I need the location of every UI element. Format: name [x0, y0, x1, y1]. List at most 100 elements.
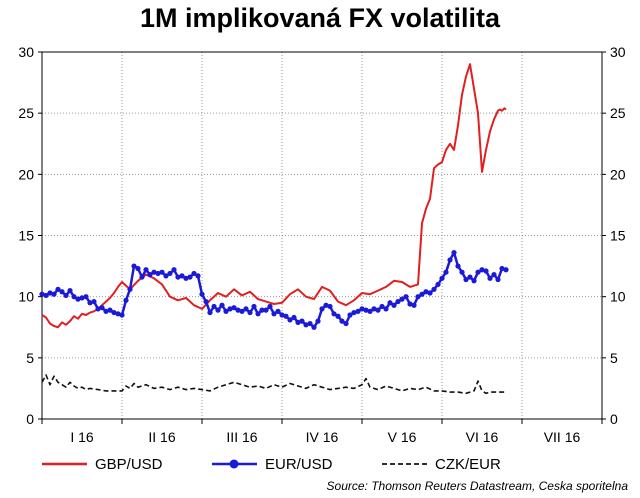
- x-axis: I 16 II 16 III 16 IV 16 V 16 VI 16 VII 16: [41, 419, 603, 445]
- y-tick-label-right: 25: [610, 105, 626, 121]
- data-point-eur-usd: [55, 286, 61, 292]
- data-point-eur-usd: [375, 307, 381, 313]
- legend-label-czk-eur: CZK/EUR: [435, 456, 501, 473]
- data-point-eur-usd: [479, 267, 485, 273]
- data-point-eur-usd: [135, 265, 141, 272]
- data-point-eur-usd: [255, 311, 261, 317]
- x-tick-label: VI 16: [466, 429, 499, 445]
- data-point-eur-usd: [163, 273, 169, 279]
- data-point-eur-usd: [423, 289, 429, 295]
- data-point-eur-usd: [167, 270, 173, 277]
- legend-marker: [229, 459, 239, 469]
- data-point-eur-usd: [79, 295, 85, 301]
- data-point-eur-usd: [139, 274, 145, 280]
- y-tick-label-right: 10: [610, 289, 626, 305]
- y-tick-label: 20: [18, 166, 34, 182]
- data-point-eur-usd: [59, 289, 65, 295]
- data-point-eur-usd: [119, 312, 125, 318]
- y-tick-label: 10: [18, 289, 34, 305]
- data-point-eur-usd: [419, 291, 425, 297]
- data-point-eur-usd: [87, 300, 93, 306]
- data-point-eur-usd: [207, 309, 213, 316]
- data-point-eur-usd: [91, 298, 97, 305]
- y-tick-label: 15: [18, 228, 34, 244]
- data-point-eur-usd: [355, 308, 361, 314]
- data-point-eur-usd: [351, 309, 357, 316]
- y-axis-left: 0 5 10 15 20 25 30: [18, 44, 42, 427]
- data-point-eur-usd: [115, 311, 121, 317]
- data-point-eur-usd: [503, 267, 509, 273]
- data-point-eur-usd: [47, 290, 53, 296]
- data-point-eur-usd: [399, 296, 405, 302]
- y-tick-label: 25: [18, 105, 34, 121]
- data-point-eur-usd: [127, 286, 133, 292]
- data-point-eur-usd: [95, 306, 101, 312]
- x-tick-label: V 16: [388, 429, 417, 445]
- data-point-eur-usd: [347, 312, 353, 318]
- data-point-eur-usd: [367, 308, 373, 314]
- data-point-eur-usd: [475, 269, 481, 275]
- data-point-eur-usd: [175, 274, 181, 280]
- data-point-eur-usd: [267, 303, 273, 310]
- data-point-eur-usd: [39, 291, 45, 297]
- data-point-eur-usd: [435, 281, 441, 288]
- data-point-eur-usd: [319, 306, 325, 312]
- data-point-eur-usd: [123, 297, 129, 303]
- y-tick-label: 5: [26, 350, 34, 366]
- data-point-eur-usd: [83, 294, 89, 300]
- y-axis-right: 0 5 10 15 20 25 30: [602, 44, 626, 427]
- x-tick-label: II 16: [148, 429, 175, 445]
- data-point-eur-usd: [343, 320, 349, 327]
- x-tick-label: III 16: [226, 429, 257, 445]
- data-point-eur-usd: [191, 270, 197, 277]
- data-point-eur-usd: [239, 308, 245, 314]
- data-point-eur-usd: [295, 319, 301, 325]
- data-point-eur-usd: [403, 294, 409, 300]
- data-point-eur-usd: [395, 298, 401, 305]
- data-point-eur-usd: [231, 305, 237, 311]
- data-point-eur-usd: [391, 302, 397, 308]
- data-point-eur-usd: [99, 305, 105, 311]
- data-point-eur-usd: [143, 267, 149, 273]
- data-point-eur-usd: [455, 263, 461, 269]
- data-point-eur-usd: [411, 302, 417, 308]
- data-point-eur-usd: [195, 273, 201, 279]
- data-point-eur-usd: [75, 296, 81, 302]
- grid-lines: [42, 52, 602, 419]
- data-point-eur-usd: [131, 263, 137, 269]
- data-point-eur-usd: [107, 307, 113, 313]
- data-point-eur-usd: [271, 311, 277, 317]
- data-point-eur-usd: [171, 267, 177, 273]
- data-point-eur-usd: [359, 306, 365, 312]
- chart-title: 1M implikovaná FX volatilita: [140, 3, 501, 33]
- data-point-eur-usd: [283, 313, 289, 319]
- data-point-eur-usd: [379, 303, 385, 310]
- data-point-eur-usd: [67, 287, 73, 294]
- data-point-eur-usd: [459, 269, 465, 275]
- y-tick-label-right: 5: [610, 350, 618, 366]
- data-point-eur-usd: [147, 272, 153, 278]
- data-point-eur-usd: [263, 307, 269, 313]
- data-point-eur-usd: [155, 270, 161, 277]
- data-point-eur-usd: [463, 276, 469, 283]
- data-point-eur-usd: [303, 322, 309, 328]
- y-tick-label-right: 0: [610, 411, 618, 427]
- data-point-eur-usd: [467, 274, 473, 280]
- series-line-czk-eur: [41, 374, 506, 395]
- x-tick-label: I 16: [70, 429, 94, 445]
- data-point-eur-usd: [331, 311, 337, 317]
- data-point-eur-usd: [219, 302, 225, 308]
- data-point-eur-usd: [311, 324, 317, 330]
- data-point-eur-usd: [287, 317, 293, 323]
- data-point-eur-usd: [499, 265, 505, 272]
- y-tick-label-right: 30: [610, 44, 626, 60]
- data-point-eur-usd: [383, 306, 389, 312]
- data-point-eur-usd: [327, 303, 333, 310]
- data-point-eur-usd: [259, 307, 265, 313]
- data-point-eur-usd: [431, 286, 437, 292]
- source-note: Source: Thomson Reuters Datastream, Cesk…: [327, 479, 629, 493]
- data-point-eur-usd: [151, 269, 157, 275]
- data-point-eur-usd: [471, 278, 477, 284]
- data-point-eur-usd: [495, 276, 501, 283]
